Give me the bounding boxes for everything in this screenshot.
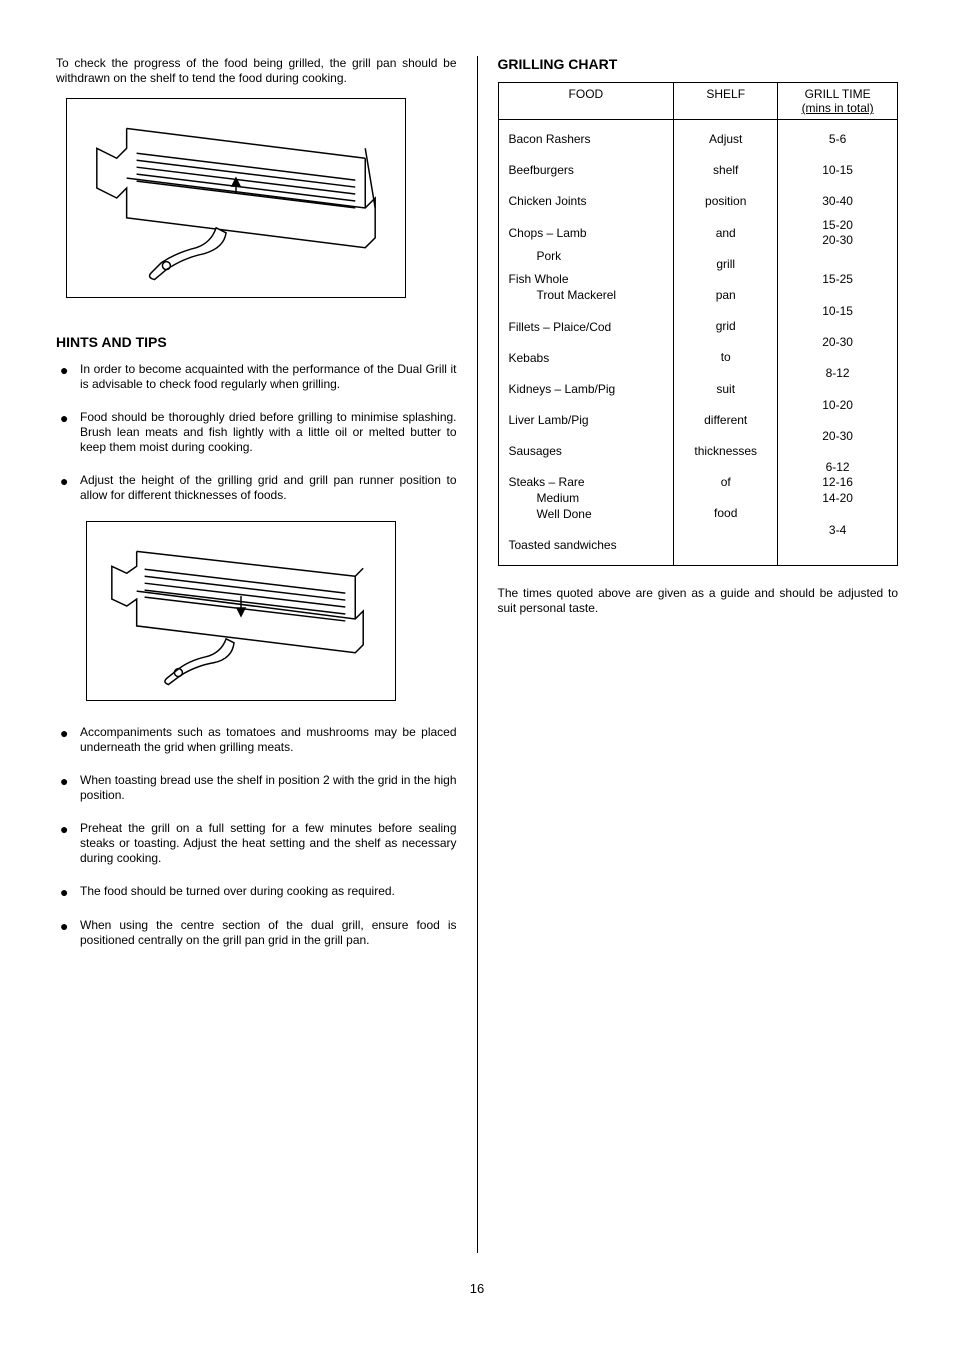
table-shelf-item: pan (684, 280, 767, 311)
table-food-item: Beefburgers (509, 155, 664, 186)
chart-note: The times quoted above are given as a gu… (498, 586, 899, 616)
bullet-icon: ● (56, 773, 80, 803)
table-time-item: 3-4 (788, 515, 887, 546)
tip-text: Accompaniments such as tomatoes and mush… (80, 725, 457, 755)
table-time-item: 10-15 (788, 296, 887, 327)
header-time-main: GRILL TIME (805, 87, 871, 101)
table-shelf-item: Adjust (684, 124, 767, 155)
table-time-item: 15-25 (788, 272, 887, 288)
grill-pan-illustration-2 (86, 521, 396, 701)
tips-list-1: ● In order to become acquainted with the… (56, 362, 457, 503)
table-time-item: 10-15 (788, 155, 887, 186)
table-time-item: 15-20 (788, 218, 887, 234)
grilling-chart-table: FOOD SHELF GRILL TIME (mins in total) Ba… (498, 82, 899, 566)
grill-pan-illustration-1 (66, 98, 406, 298)
table-food-item: Sausages (509, 436, 664, 467)
bullet-icon: ● (56, 725, 80, 755)
page-number: 16 (56, 1281, 898, 1296)
intro-paragraph: To check the progress of the food being … (56, 56, 457, 86)
table-time-item: 30-40 (788, 186, 887, 217)
tip-text: When using the centre section of the dua… (80, 918, 457, 948)
table-food-item: Fillets – Plaice/Cod (509, 312, 664, 343)
table-time-item: 12-16 (788, 475, 887, 491)
tip-text: The food should be turned over during co… (80, 884, 457, 900)
bullet-icon: ● (56, 884, 80, 900)
tip-text: Adjust the height of the grilling grid a… (80, 473, 457, 503)
grill-pan-icon (67, 98, 405, 298)
grill-pan-icon (87, 521, 395, 701)
table-food-item: Steaks – Rare (509, 475, 664, 491)
table-food-item: Kebabs (509, 343, 664, 374)
table-food-item: Kidneys – Lamb/Pig (509, 374, 664, 405)
bullet-icon: ● (56, 473, 80, 503)
table-time-item (788, 257, 887, 273)
column-divider (477, 56, 478, 1253)
table-shelf-item: suit (684, 374, 767, 405)
tip-text: Preheat the grill on a full setting for … (80, 821, 457, 866)
bullet-icon: ● (56, 918, 80, 948)
table-time-item: 20-30 (788, 327, 887, 358)
table-food-item: Pork (509, 249, 664, 265)
bullet-icon: ● (56, 362, 80, 392)
table-shelf-item: grill (684, 249, 767, 280)
table-shelf-item: food (684, 498, 767, 529)
tip-text: When toasting bread use the shelf in pos… (80, 773, 457, 803)
table-time-item: 5-6 (788, 124, 887, 155)
table-shelf-item: different (684, 405, 767, 436)
table-time-item: 20-30 (788, 233, 887, 249)
table-shelf-item: of (684, 467, 767, 498)
table-shelf-item: position (684, 186, 767, 217)
bullet-icon: ● (56, 821, 80, 866)
table-shelf-item: shelf (684, 155, 767, 186)
table-food-item: Chicken Joints (509, 186, 664, 217)
table-shelf-item: to (684, 342, 767, 373)
shelf-column-cell: Adjustshelfpositionandgrillpangridtosuit… (674, 120, 778, 566)
tip-text: Food should be thoroughly dried before g… (80, 410, 457, 455)
table-food-item: Toasted sandwiches (509, 530, 664, 561)
time-column-cell: 5-610-1530-4015-2020-30 15-2510-1520-308… (778, 120, 898, 566)
table-shelf-item: grid (684, 311, 767, 342)
table-food-item: Well Done (509, 507, 664, 523)
grilling-chart-heading: GRILLING CHART (498, 56, 899, 72)
header-food: FOOD (498, 83, 674, 120)
food-column-cell: Bacon RashersBeefburgersChicken JointsCh… (498, 120, 674, 566)
table-time-item: 6-12 (788, 460, 887, 476)
header-time-sub: (mins in total) (802, 101, 874, 115)
table-food-item: Medium (509, 491, 664, 507)
table-food-item: Chops – Lamb (509, 218, 664, 249)
table-time-item: 10-20 (788, 390, 887, 421)
hints-and-tips-heading: HINTS AND TIPS (56, 334, 457, 350)
table-food-item: Trout Mackerel (509, 288, 664, 304)
header-shelf: SHELF (674, 83, 778, 120)
left-column: To check the progress of the food being … (56, 56, 457, 1253)
header-time: GRILL TIME (mins in total) (778, 83, 898, 120)
table-time-item: 20-30 (788, 421, 887, 452)
tip-text: In order to become acquainted with the p… (80, 362, 457, 392)
right-column: GRILLING CHART FOOD SHELF GRILL TIME (mi… (498, 56, 899, 1253)
table-time-item: 14-20 (788, 491, 887, 507)
table-food-item: Fish Whole (509, 272, 664, 288)
tips-list-2: ● Accompaniments such as tomatoes and mu… (56, 725, 457, 948)
table-shelf-item: and (684, 218, 767, 249)
table-shelf-item: thicknesses (684, 436, 767, 467)
table-food-item: Bacon Rashers (509, 124, 664, 155)
bullet-icon: ● (56, 410, 80, 455)
table-food-item: Liver Lamb/Pig (509, 405, 664, 436)
table-time-item: 8-12 (788, 358, 887, 389)
